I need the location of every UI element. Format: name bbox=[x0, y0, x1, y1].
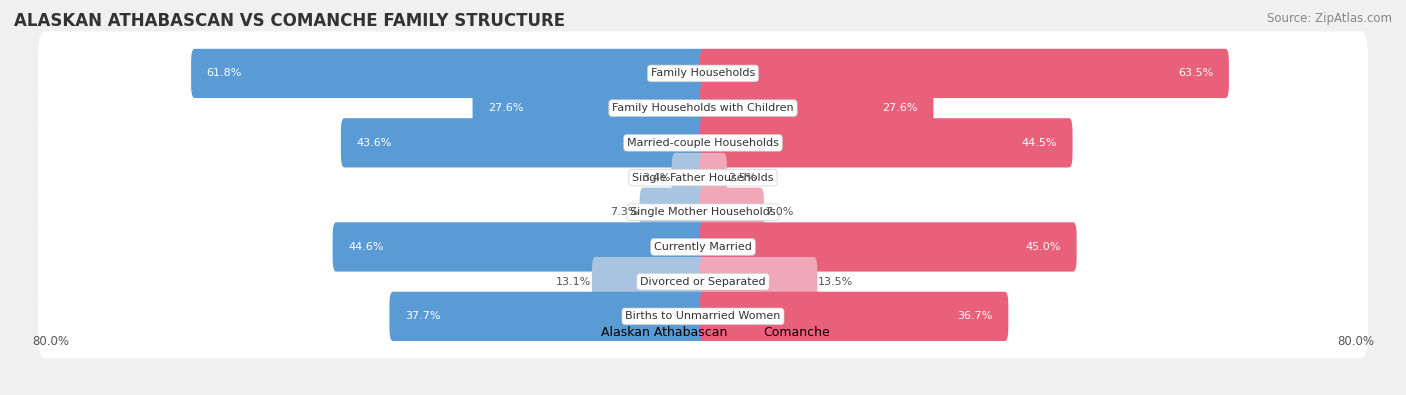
Text: 7.0%: 7.0% bbox=[765, 207, 793, 217]
FancyBboxPatch shape bbox=[700, 257, 817, 306]
Text: 13.1%: 13.1% bbox=[555, 276, 591, 287]
Text: 80.0%: 80.0% bbox=[32, 335, 69, 348]
Text: Married-couple Households: Married-couple Households bbox=[627, 138, 779, 148]
FancyBboxPatch shape bbox=[389, 292, 706, 341]
Text: 37.7%: 37.7% bbox=[405, 311, 440, 322]
Text: 3.4%: 3.4% bbox=[643, 173, 671, 182]
FancyBboxPatch shape bbox=[38, 275, 1368, 358]
Text: 44.6%: 44.6% bbox=[349, 242, 384, 252]
Text: 43.6%: 43.6% bbox=[357, 138, 392, 148]
Text: 80.0%: 80.0% bbox=[1337, 335, 1374, 348]
FancyBboxPatch shape bbox=[340, 118, 706, 167]
Text: 63.5%: 63.5% bbox=[1178, 68, 1213, 79]
FancyBboxPatch shape bbox=[592, 257, 706, 306]
FancyBboxPatch shape bbox=[472, 83, 706, 133]
FancyBboxPatch shape bbox=[700, 83, 934, 133]
FancyBboxPatch shape bbox=[38, 32, 1368, 115]
FancyBboxPatch shape bbox=[38, 240, 1368, 324]
Text: 7.3%: 7.3% bbox=[610, 207, 638, 217]
Text: Family Households with Children: Family Households with Children bbox=[612, 103, 794, 113]
FancyBboxPatch shape bbox=[700, 49, 1229, 98]
Text: 44.5%: 44.5% bbox=[1021, 138, 1057, 148]
FancyBboxPatch shape bbox=[640, 188, 706, 237]
Text: Divorced or Separated: Divorced or Separated bbox=[640, 276, 766, 287]
Text: 27.6%: 27.6% bbox=[883, 103, 918, 113]
Text: 36.7%: 36.7% bbox=[957, 311, 993, 322]
FancyBboxPatch shape bbox=[191, 49, 706, 98]
Text: 61.8%: 61.8% bbox=[207, 68, 242, 79]
FancyBboxPatch shape bbox=[38, 101, 1368, 185]
FancyBboxPatch shape bbox=[700, 153, 727, 202]
FancyBboxPatch shape bbox=[700, 292, 1008, 341]
Text: ALASKAN ATHABASCAN VS COMANCHE FAMILY STRUCTURE: ALASKAN ATHABASCAN VS COMANCHE FAMILY ST… bbox=[14, 12, 565, 30]
FancyBboxPatch shape bbox=[38, 135, 1368, 220]
FancyBboxPatch shape bbox=[700, 188, 763, 237]
Text: Source: ZipAtlas.com: Source: ZipAtlas.com bbox=[1267, 12, 1392, 25]
Text: Family Households: Family Households bbox=[651, 68, 755, 79]
Text: 45.0%: 45.0% bbox=[1025, 242, 1062, 252]
FancyBboxPatch shape bbox=[333, 222, 706, 272]
FancyBboxPatch shape bbox=[700, 222, 1077, 272]
Text: Births to Unmarried Women: Births to Unmarried Women bbox=[626, 311, 780, 322]
FancyBboxPatch shape bbox=[672, 153, 706, 202]
Text: 13.5%: 13.5% bbox=[818, 276, 853, 287]
Text: Single Father Households: Single Father Households bbox=[633, 173, 773, 182]
Text: Currently Married: Currently Married bbox=[654, 242, 752, 252]
Legend: Alaskan Athabascan, Comanche: Alaskan Athabascan, Comanche bbox=[571, 322, 835, 344]
Text: Single Mother Households: Single Mother Households bbox=[630, 207, 776, 217]
FancyBboxPatch shape bbox=[38, 66, 1368, 150]
FancyBboxPatch shape bbox=[38, 205, 1368, 289]
FancyBboxPatch shape bbox=[700, 118, 1073, 167]
FancyBboxPatch shape bbox=[38, 170, 1368, 254]
Text: 27.6%: 27.6% bbox=[488, 103, 523, 113]
Text: 2.5%: 2.5% bbox=[728, 173, 756, 182]
